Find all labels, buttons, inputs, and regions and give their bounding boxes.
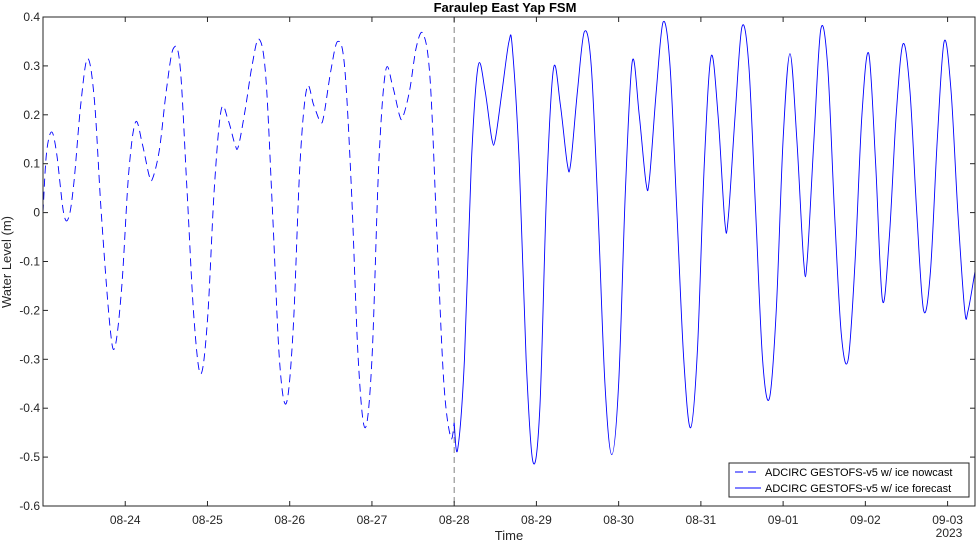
y-tick-label: -0.1 (19, 255, 40, 269)
x-ticks-group: 08-24 08-25 08-26 08-27 08-28 08-29 08-30 08-31… (110, 17, 963, 527)
x-tick-label: 09-02 (850, 513, 881, 527)
y-tick-label: -0.6 (19, 499, 40, 513)
plot-area-group (43, 17, 975, 506)
x-tick-label: 08-31 (686, 513, 717, 527)
x-tick-label: 08-29 (521, 513, 552, 527)
legend-forecast-label: ADCIRC GESTOFS-v5 w/ ice forecast (765, 483, 951, 495)
x-tick-label: 08-27 (357, 513, 388, 527)
y-tick-label: 0.3 (23, 59, 40, 73)
y-tick-label: 0.1 (23, 157, 40, 171)
plot-area (43, 17, 975, 506)
x-axis-year-label: 2023 (936, 526, 963, 540)
x-tick-label: 08-25 (192, 513, 223, 527)
y-axis-title: Water Level (m) (0, 216, 14, 308)
y-tick-label: -0.2 (19, 303, 40, 317)
y-tick-label: 0 (33, 206, 40, 220)
chart-title: Faraulep East Yap FSM (434, 0, 577, 15)
y-tick-label: 0.4 (23, 10, 40, 24)
forecast-series-line (453, 20, 976, 465)
x-tick-label: 08-26 (274, 513, 305, 527)
x-tick-label: 09-03 (932, 513, 963, 527)
legend-nowcast-label: ADCIRC GESTOFS-v5 w/ ice nowcast (765, 467, 952, 479)
legend-box (728, 462, 970, 498)
nowcast-series-line (42, 31, 455, 440)
y-ticks-group: -0.6 -0.5 -0.4 -0.3 -0.2 -0.1 0 0.1 0.2 0.3 0.4 (19, 10, 975, 513)
series-group (42, 20, 976, 465)
legend: ADCIRC GESTOFS-v5 w/ ice nowcast ADCIRC G… (728, 462, 970, 498)
x-tick-label: 08-30 (603, 513, 634, 527)
y-tick-label: -0.4 (19, 401, 40, 415)
y-tick-label: 0.2 (23, 108, 40, 122)
x-tick-label: 09-01 (768, 513, 799, 527)
x-tick-label: 08-28 (439, 513, 470, 527)
y-tick-label: -0.3 (19, 352, 40, 366)
x-axis-title: Time (495, 528, 523, 541)
y-tick-label: -0.5 (19, 450, 40, 464)
x-tick-label: 08-24 (110, 513, 141, 527)
